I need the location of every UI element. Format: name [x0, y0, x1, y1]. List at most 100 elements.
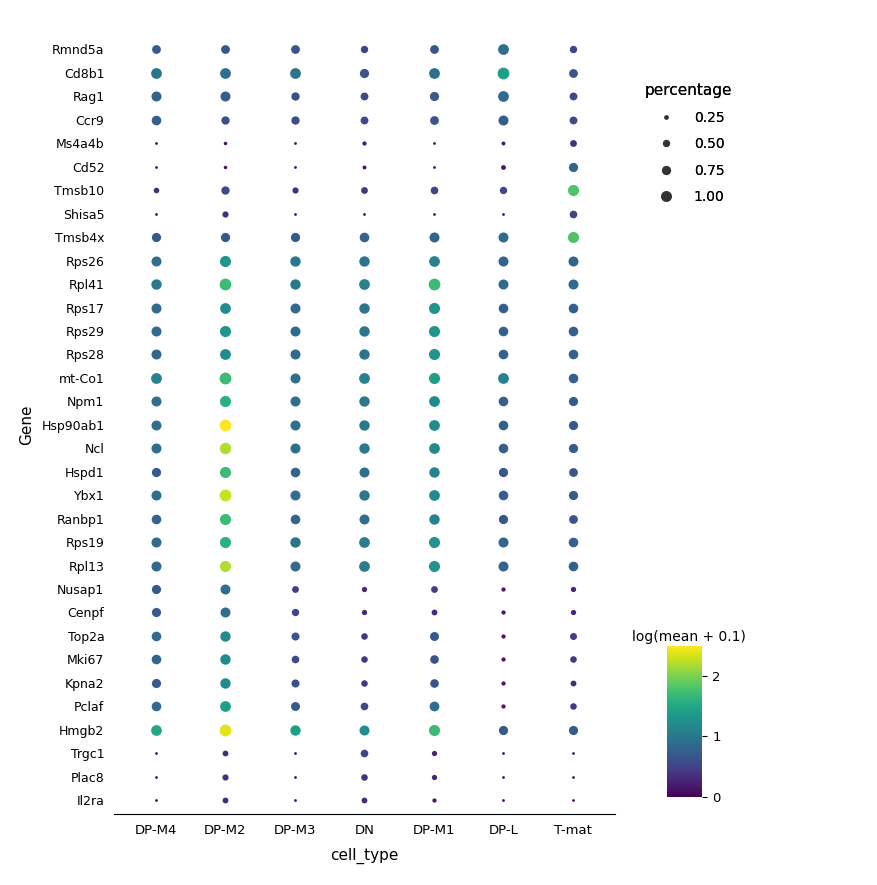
Point [148, 112, 163, 127]
Point [496, 629, 510, 643]
Point [426, 112, 440, 127]
Point [288, 652, 302, 666]
Point [148, 277, 163, 291]
Point [218, 112, 232, 127]
Point [357, 442, 371, 456]
Point [566, 136, 580, 150]
Point [357, 253, 371, 267]
Point [148, 230, 163, 244]
Point [496, 65, 510, 80]
Point [357, 676, 371, 690]
Point [496, 676, 510, 690]
Point [218, 442, 232, 456]
Point [426, 558, 440, 573]
Point [357, 347, 371, 361]
Point [148, 582, 163, 596]
Point [357, 652, 371, 666]
Point [148, 770, 163, 784]
Point [496, 605, 510, 620]
Point [148, 746, 163, 760]
Point [426, 42, 440, 57]
Point [288, 558, 302, 573]
Text: log(mean + 0.1): log(mean + 0.1) [631, 630, 745, 644]
Point [148, 371, 163, 385]
Point [218, 723, 232, 737]
Point [496, 324, 510, 338]
Point [566, 535, 580, 550]
Point [496, 347, 510, 361]
Point [288, 465, 302, 479]
X-axis label: cell_type: cell_type [330, 848, 398, 865]
Point [496, 793, 510, 807]
Point [357, 629, 371, 643]
Point [496, 230, 510, 244]
Point [566, 253, 580, 267]
Point [566, 793, 580, 807]
Point [357, 723, 371, 737]
Point [288, 277, 302, 291]
Point [218, 300, 232, 314]
Point [426, 136, 440, 150]
Point [566, 418, 580, 432]
Y-axis label: Gene: Gene [19, 404, 34, 445]
Point [218, 89, 232, 104]
Point [566, 89, 580, 104]
Point [566, 300, 580, 314]
Point [426, 770, 440, 784]
Point [566, 42, 580, 57]
Point [357, 300, 371, 314]
Point [496, 770, 510, 784]
Point [148, 699, 163, 713]
Point [357, 42, 371, 57]
Point [357, 793, 371, 807]
Point [426, 65, 440, 80]
Point [566, 442, 580, 456]
Point [566, 605, 580, 620]
Point [357, 558, 371, 573]
Point [357, 183, 371, 197]
Point [218, 558, 232, 573]
Point [566, 465, 580, 479]
Point [288, 489, 302, 503]
Point [566, 699, 580, 713]
Point [288, 253, 302, 267]
Point [566, 230, 580, 244]
Point [288, 770, 302, 784]
Point [357, 465, 371, 479]
Point [288, 442, 302, 456]
Point [566, 371, 580, 385]
Point [496, 535, 510, 550]
Point [148, 793, 163, 807]
Point [426, 253, 440, 267]
Point [357, 512, 371, 526]
Point [288, 347, 302, 361]
Point [496, 489, 510, 503]
Point [566, 394, 580, 408]
Point [426, 300, 440, 314]
Point [288, 582, 302, 596]
Point [426, 535, 440, 550]
Point [357, 136, 371, 150]
Point [357, 418, 371, 432]
Point [357, 535, 371, 550]
Point [218, 605, 232, 620]
Point [426, 699, 440, 713]
Point [496, 42, 510, 57]
Point [496, 418, 510, 432]
Point [218, 183, 232, 197]
Point [357, 371, 371, 385]
Point [566, 347, 580, 361]
Point [218, 512, 232, 526]
Point [357, 112, 371, 127]
Point [496, 206, 510, 220]
Point [288, 65, 302, 80]
Point [288, 89, 302, 104]
Point [426, 442, 440, 456]
Point [566, 512, 580, 526]
Point [288, 746, 302, 760]
Point [566, 324, 580, 338]
Point [496, 159, 510, 173]
Point [218, 277, 232, 291]
Point [148, 605, 163, 620]
Point [218, 159, 232, 173]
